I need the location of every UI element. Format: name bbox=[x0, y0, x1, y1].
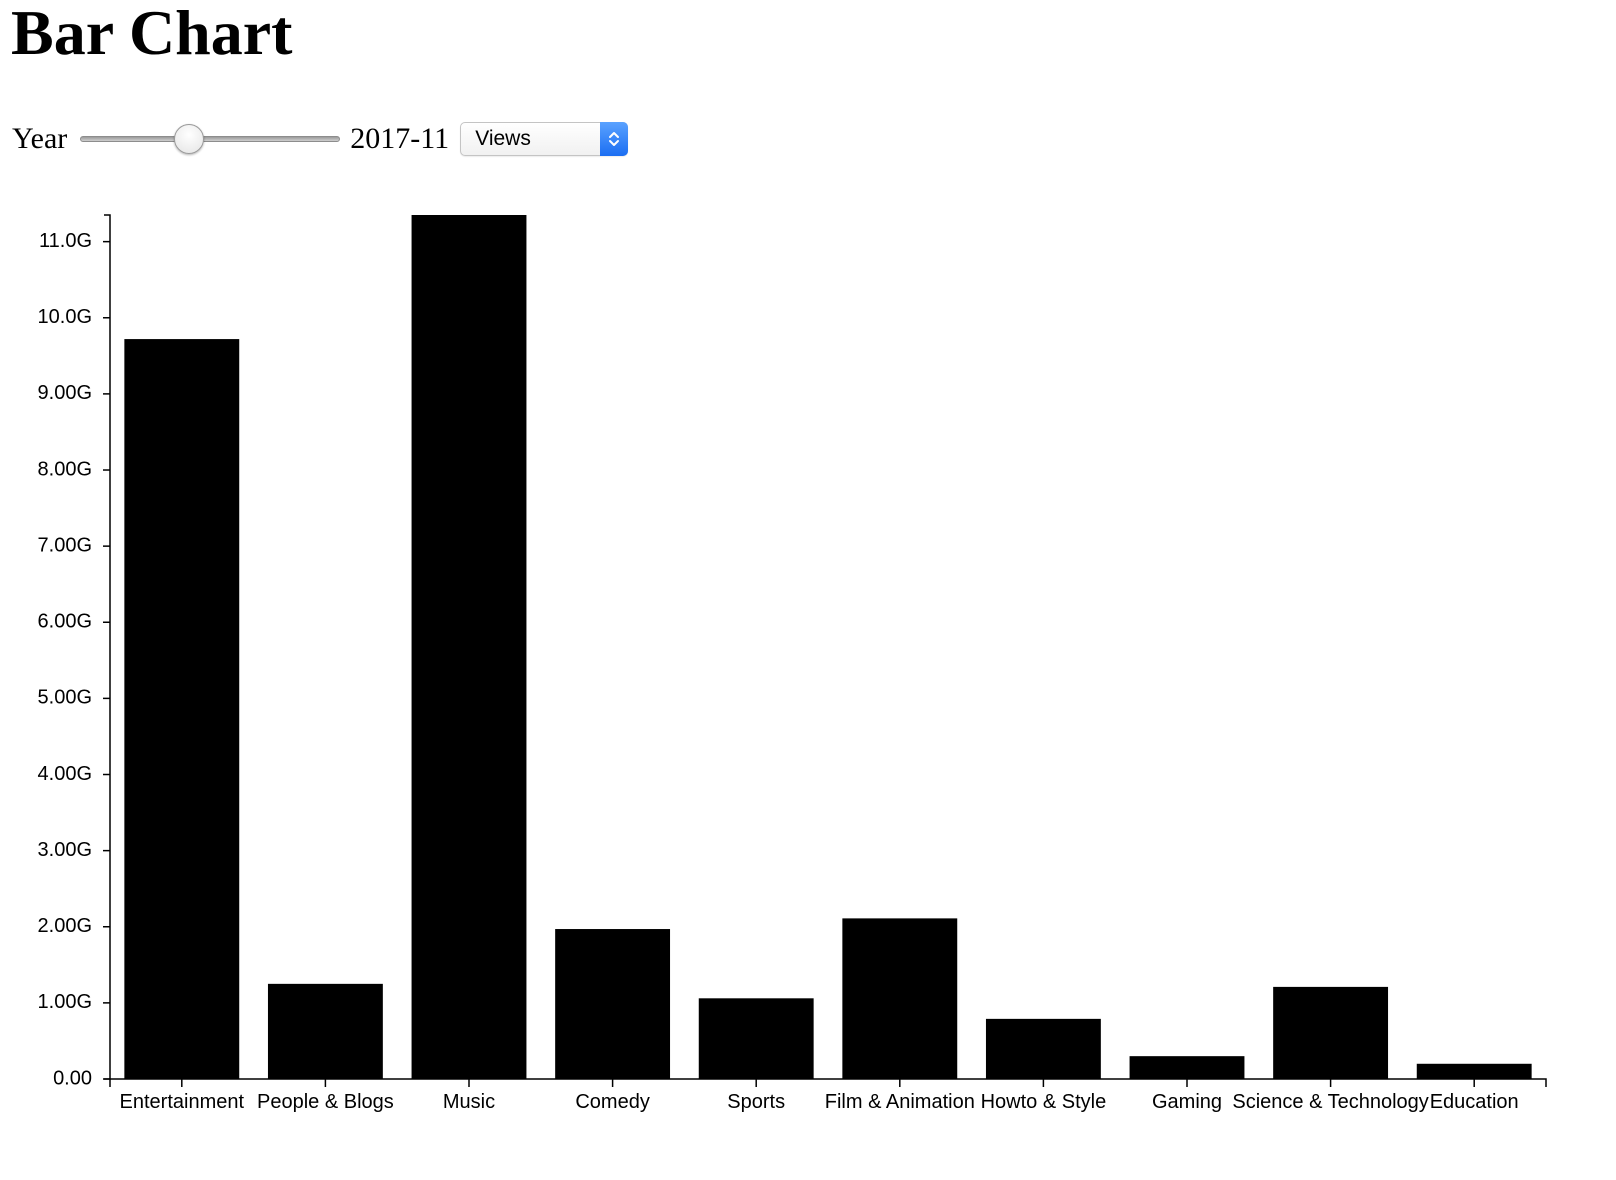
year-slider-track[interactable] bbox=[80, 136, 341, 142]
y-tick-label: 9.00G bbox=[38, 382, 92, 404]
x-tick-label: Music bbox=[443, 1091, 495, 1113]
select-chevrons-icon[interactable] bbox=[600, 122, 629, 156]
y-tick-label: 1.00G bbox=[38, 991, 92, 1013]
y-tick-label: 11.0G bbox=[39, 230, 92, 252]
y-tick-label: 2.00G bbox=[38, 915, 92, 937]
x-tick-label: Sports bbox=[727, 1091, 785, 1113]
x-tick-label: Film & Animation bbox=[825, 1091, 975, 1113]
x-tick-label: People & Blogs bbox=[257, 1091, 394, 1113]
y-tick-label: 8.00G bbox=[38, 458, 92, 480]
bar bbox=[555, 929, 671, 1079]
y-tick-label: 10.0G bbox=[38, 306, 92, 328]
bar bbox=[698, 998, 814, 1079]
x-tick-label: Howto & Style bbox=[981, 1091, 1107, 1113]
metric-select[interactable]: Views bbox=[460, 122, 629, 156]
y-tick-label: 0.00 bbox=[53, 1067, 92, 1089]
year-slider[interactable] bbox=[80, 124, 341, 154]
metric-select-value: Views bbox=[475, 127, 531, 150]
x-tick-label: Comedy bbox=[575, 1091, 649, 1113]
y-tick-label: 3.00G bbox=[38, 839, 92, 861]
x-tick-label: Gaming bbox=[1152, 1091, 1222, 1113]
bar bbox=[124, 339, 240, 1079]
year-slider-thumb[interactable] bbox=[174, 124, 205, 154]
y-tick-label: 7.00G bbox=[38, 534, 92, 556]
year-label: Year bbox=[12, 122, 68, 155]
x-tick-label: Education bbox=[1430, 1091, 1519, 1113]
y-tick-label: 6.00G bbox=[38, 611, 92, 633]
page-title: Bar Chart bbox=[11, 0, 293, 68]
y-tick-label: 4.00G bbox=[38, 763, 92, 785]
bar bbox=[1273, 986, 1389, 1079]
y-axis-line bbox=[104, 214, 111, 1080]
bar bbox=[411, 215, 527, 1079]
bar bbox=[267, 983, 383, 1079]
year-value: 2017-11 bbox=[350, 122, 450, 155]
bar bbox=[842, 918, 958, 1079]
y-tick-label: 5.00G bbox=[38, 687, 92, 709]
bar-chart: 0.00 1.00G 2.00G 3.00G 4.00G 5.00G 6.00G 7.00G 8… bbox=[38, 214, 1547, 1113]
x-tick-label: Science & Technology bbox=[1232, 1091, 1428, 1113]
bar bbox=[985, 1018, 1101, 1079]
bar bbox=[1416, 1063, 1532, 1079]
x-tick-label: Entertainment bbox=[120, 1091, 245, 1113]
x-axis-line bbox=[109, 1078, 1547, 1087]
bar bbox=[1129, 1056, 1245, 1079]
controls-bar: Year 2017-11 Views bbox=[12, 119, 629, 159]
